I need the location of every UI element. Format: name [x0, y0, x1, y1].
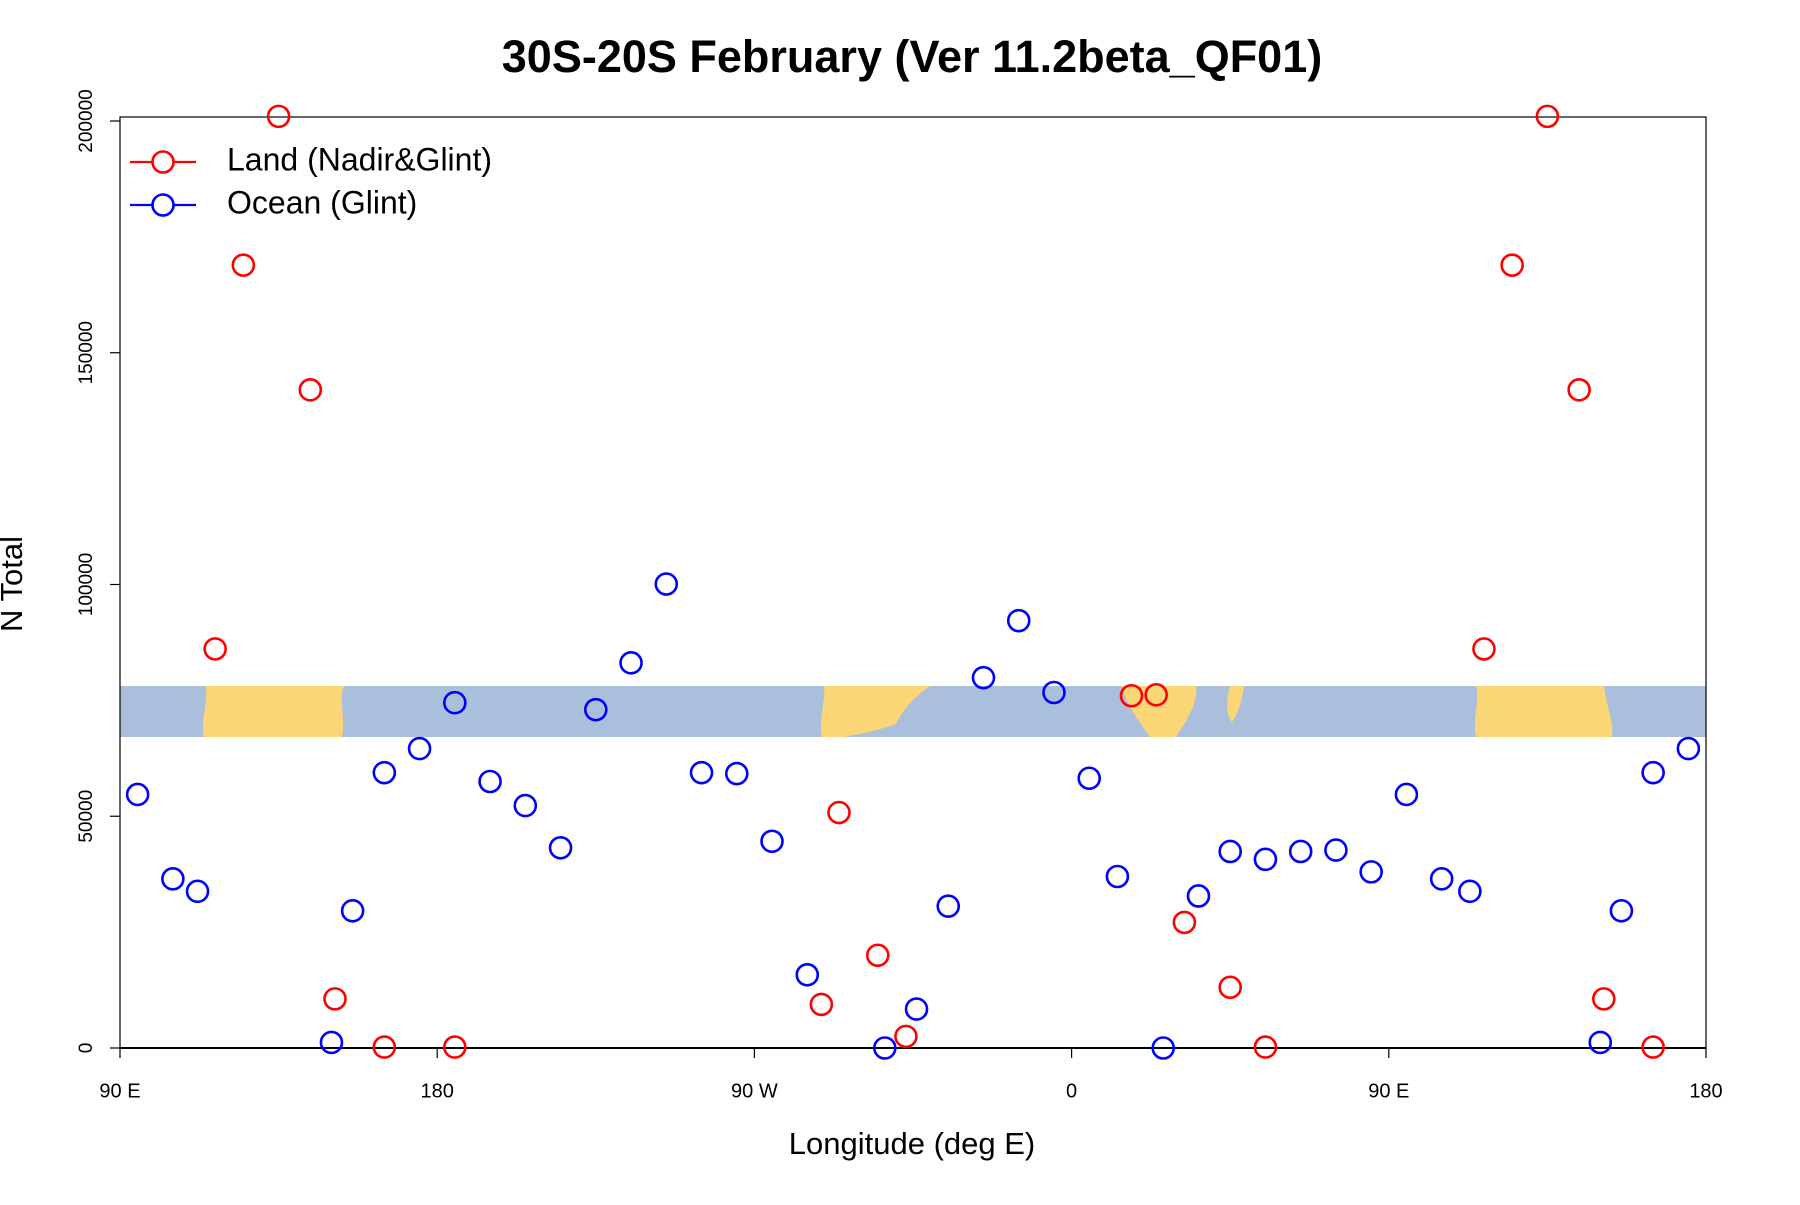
point [319, 1030, 344, 1055]
legend: Land (Nadir&Glint) Ocean (Glint) [130, 141, 492, 220]
point [231, 253, 256, 277]
point [1609, 899, 1634, 923]
point [1186, 884, 1211, 908]
land-shape [1474, 686, 1613, 737]
point [203, 637, 227, 661]
point [1042, 680, 1066, 705]
point [1458, 879, 1482, 904]
point [724, 761, 749, 786]
point [1567, 378, 1591, 402]
chart-title: 30S-20S February (Ver 11.2beta_QF01) [502, 31, 1322, 82]
y-tick-label: 100000 [76, 553, 97, 616]
x-axis-label: Longitude (deg E) [789, 1126, 1035, 1161]
point [478, 769, 502, 794]
point [1324, 838, 1348, 862]
y-tick-label: 50000 [76, 790, 97, 843]
point [1144, 683, 1168, 707]
point [583, 697, 608, 722]
point [873, 1036, 897, 1060]
point [125, 782, 150, 807]
point [1500, 253, 1524, 277]
point [1077, 766, 1102, 791]
point [1151, 1036, 1176, 1060]
land-shape [202, 686, 344, 737]
point [1253, 1035, 1278, 1059]
point [619, 651, 643, 675]
point [372, 1035, 397, 1059]
legend-marker [151, 150, 175, 174]
point [795, 962, 820, 987]
point [1641, 760, 1665, 785]
point [1359, 860, 1383, 884]
point [513, 793, 538, 818]
point [1218, 839, 1242, 864]
point [654, 572, 679, 596]
point [323, 987, 347, 1011]
point [1641, 1035, 1665, 1059]
point [1676, 736, 1701, 761]
point [161, 867, 185, 891]
legend-label: Land (Nadir&Glint) [227, 141, 492, 177]
point [1253, 847, 1278, 872]
plot-frame [119, 116, 1707, 1049]
point [1218, 975, 1242, 1000]
point [185, 879, 210, 904]
point [443, 1035, 467, 1059]
point [548, 835, 573, 860]
x-tick-label: 0 [1066, 1080, 1077, 1102]
point [266, 104, 291, 129]
point [827, 800, 851, 825]
point [1006, 608, 1031, 633]
point [1119, 683, 1144, 708]
point [1588, 1030, 1613, 1055]
x-tick-label: 90 E [99, 1080, 140, 1102]
point [443, 690, 467, 715]
x-tick-label: 90 W [731, 1080, 778, 1102]
point [1288, 839, 1313, 864]
map-strip [120, 686, 1706, 737]
point [865, 943, 890, 968]
point [1591, 987, 1616, 1011]
land-shape [820, 686, 930, 737]
y-tick-label: 150000 [76, 321, 97, 384]
point [936, 894, 961, 918]
y-tick-label: 0 [76, 1043, 97, 1054]
point [1429, 867, 1454, 891]
x-tick-label: 180 [1689, 1080, 1722, 1102]
point [689, 760, 714, 785]
legend-label: Ocean (Glint) [227, 184, 417, 220]
point [760, 829, 784, 854]
point [372, 760, 397, 785]
x-tick-label: 90 E [1368, 1080, 1409, 1102]
point [298, 378, 323, 402]
point [1535, 104, 1560, 129]
legend-marker [151, 193, 175, 217]
series [203, 104, 1665, 1059]
y-axis-label: N Total [0, 536, 29, 632]
land-shape [1227, 686, 1244, 722]
point [407, 736, 432, 761]
point [904, 997, 929, 1021]
point [1394, 782, 1419, 807]
point [340, 899, 365, 923]
point [894, 1024, 918, 1049]
point [809, 992, 834, 1017]
x-tick-label: 180 [421, 1080, 454, 1102]
point [1472, 637, 1496, 661]
point [1105, 864, 1130, 889]
series [125, 572, 1701, 1060]
y-tick-label: 200000 [76, 89, 97, 152]
point [971, 665, 996, 690]
point [1172, 910, 1197, 935]
